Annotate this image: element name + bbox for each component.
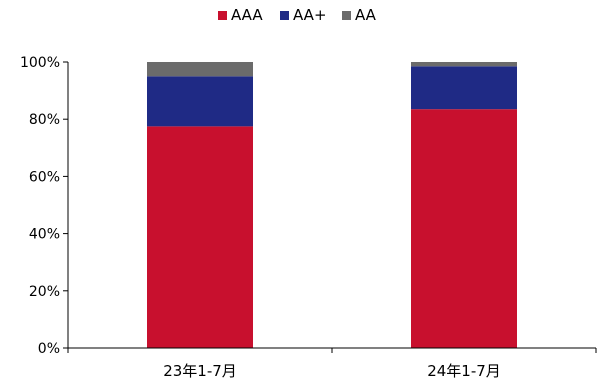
x-category-label: 24年1-7月 bbox=[427, 362, 501, 380]
bar-segment-aa-2 bbox=[411, 62, 517, 67]
bar-segment-aa-1 bbox=[147, 62, 253, 77]
legend-label: AA+ bbox=[293, 6, 327, 24]
bar-segment-aaplus-2 bbox=[411, 66, 517, 110]
bars bbox=[147, 62, 517, 348]
legend-swatch-aaplus bbox=[280, 11, 289, 20]
y-tick-label: 40% bbox=[29, 227, 60, 243]
y-tick-label: 80% bbox=[29, 112, 60, 128]
legend-label: AAA bbox=[231, 6, 263, 24]
x-category-label: 23年1-7月 bbox=[163, 362, 237, 380]
y-tick-label: 0% bbox=[38, 341, 60, 357]
legend-label: AA bbox=[355, 6, 377, 24]
bar-segment-aaa-1 bbox=[147, 126, 253, 348]
y-tick-label: 20% bbox=[29, 284, 60, 300]
y-tick-label: 100% bbox=[20, 55, 60, 71]
legend-swatch-aa bbox=[342, 11, 351, 20]
y-tick-label: 60% bbox=[29, 169, 60, 185]
bar-segment-aaplus-1 bbox=[147, 76, 253, 127]
legend-swatch-aaa bbox=[218, 11, 227, 20]
bar-segment-aaa-2 bbox=[411, 109, 517, 348]
x-axis: 23年1-7月 24年1-7月 bbox=[67, 347, 597, 380]
legend: AAA AA+ AA bbox=[218, 6, 377, 24]
y-axis: 0% 20% 40% 60% 80% 100% bbox=[20, 55, 69, 357]
